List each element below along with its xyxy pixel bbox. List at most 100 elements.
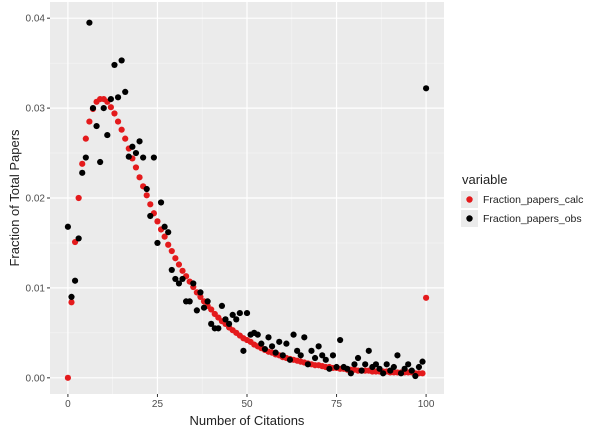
- x-axis-ticks: 0 25 50 75 100: [65, 394, 435, 410]
- calc-point: [147, 201, 154, 208]
- calc-point: [75, 194, 82, 202]
- obs-point: [243, 309, 251, 317]
- obs-point: [279, 352, 286, 359]
- obs-point: [193, 307, 200, 314]
- obs-point: [380, 370, 387, 377]
- obs-point: [362, 361, 369, 368]
- obs-point: [405, 361, 412, 368]
- obs-point: [254, 331, 261, 338]
- y-tick-label: 0.03: [26, 104, 46, 115]
- calc-point: [118, 126, 125, 133]
- obs-point: [100, 104, 107, 112]
- calc-point: [111, 110, 118, 117]
- obs-point: [412, 372, 419, 380]
- calc-point: [82, 135, 89, 142]
- obs-point: [111, 61, 118, 69]
- obs-point: [286, 356, 294, 363]
- calc-point: [179, 267, 186, 274]
- legend-dot-calc: [466, 196, 473, 203]
- obs-point: [168, 266, 175, 274]
- obs-point: [272, 349, 279, 356]
- obs-point: [218, 302, 226, 309]
- obs-point: [118, 57, 125, 64]
- calc-point: [143, 192, 150, 199]
- obs-point: [75, 235, 82, 242]
- calc-point: [64, 374, 72, 381]
- obs-point: [93, 122, 100, 130]
- obs-point: [172, 275, 179, 283]
- calc-point: [122, 135, 129, 142]
- obs-point: [86, 19, 93, 26]
- calc-point: [419, 370, 426, 377]
- series-obs-points: [64, 19, 430, 380]
- calc-point: [114, 118, 122, 125]
- major-gridlines: [50, 2, 444, 394]
- obs-point: [301, 334, 308, 341]
- obs-point: [294, 347, 301, 354]
- x-tick-label: 75: [331, 399, 343, 410]
- calc-point: [165, 241, 172, 248]
- y-axis-title: Fraction of Total Papers: [7, 129, 22, 267]
- obs-point: [64, 223, 72, 230]
- obs-point: [143, 185, 150, 193]
- obs-point: [71, 277, 79, 284]
- obs-point: [337, 336, 344, 344]
- calc-point: [86, 118, 93, 125]
- obs-point: [344, 365, 351, 372]
- x-tick-label: 100: [418, 399, 435, 410]
- obs-point: [147, 212, 154, 220]
- obs-point: [365, 347, 372, 354]
- obs-point: [175, 280, 183, 287]
- x-axis-title: Number of Citations: [190, 413, 305, 428]
- obs-point: [372, 361, 380, 368]
- obs-point: [114, 94, 122, 101]
- obs-point: [179, 275, 186, 283]
- obs-point: [304, 361, 311, 368]
- obs-point: [136, 138, 143, 145]
- obs-point: [376, 365, 383, 372]
- calc-point: [107, 104, 114, 111]
- calc-point: [172, 255, 179, 262]
- obs-point: [290, 331, 297, 338]
- obs-point: [229, 311, 236, 318]
- x-tick-label: 25: [152, 399, 164, 410]
- obs-point: [333, 363, 340, 371]
- obs-point: [401, 365, 408, 372]
- obs-point: [329, 352, 337, 359]
- obs-point: [107, 96, 114, 103]
- obs-point: [390, 363, 397, 371]
- obs-point: [276, 338, 283, 345]
- obs-point: [68, 293, 75, 300]
- obs-point: [161, 223, 168, 230]
- obs-point: [283, 340, 290, 347]
- x-tick-label: 0: [65, 399, 71, 410]
- y-tick-label: 0.00: [26, 373, 46, 384]
- obs-point: [315, 343, 322, 350]
- obs-point: [383, 361, 390, 368]
- obs-point: [415, 363, 423, 371]
- y-axis-ticks: 0.00 0.01 0.02 0.03 0.04: [26, 14, 50, 384]
- calc-point: [197, 293, 204, 300]
- obs-point: [225, 320, 233, 327]
- obs-point: [82, 154, 89, 161]
- obs-point: [200, 304, 208, 311]
- legend-label-calc: Fraction_papers_calc: [483, 194, 583, 206]
- obs-point: [122, 88, 129, 96]
- obs-point: [129, 143, 136, 150]
- obs-point: [222, 316, 229, 323]
- obs-point: [319, 352, 326, 359]
- obs-point: [308, 347, 315, 354]
- y-tick-label: 0.04: [26, 14, 46, 25]
- calc-point: [208, 306, 215, 313]
- obs-point: [240, 347, 247, 354]
- obs-point: [422, 85, 430, 92]
- calc-point: [422, 294, 430, 301]
- obs-point: [97, 158, 104, 166]
- obs-point: [154, 239, 161, 247]
- obs-point: [326, 365, 333, 372]
- obs-point: [394, 352, 401, 359]
- obs-point: [419, 358, 426, 365]
- obs-point: [236, 309, 243, 317]
- obs-point: [351, 361, 358, 368]
